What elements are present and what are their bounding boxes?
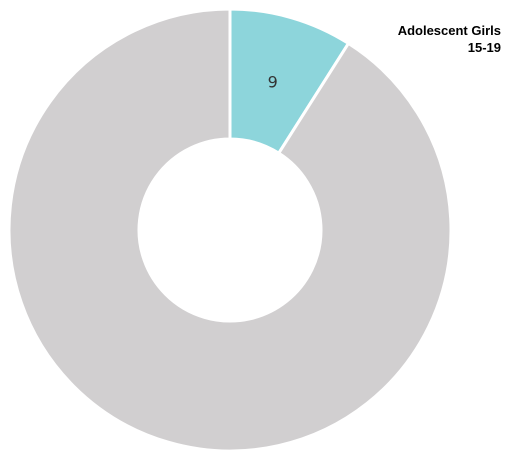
chart-title-line-2: 15-19 [467,40,501,55]
chart-title: Adolescent Girls 15-19 [398,22,501,56]
slice-value-label-0: 9 [268,73,278,92]
donut-slice-1 [7,7,453,450]
chart-title-line-1: Adolescent Girls [397,23,501,38]
